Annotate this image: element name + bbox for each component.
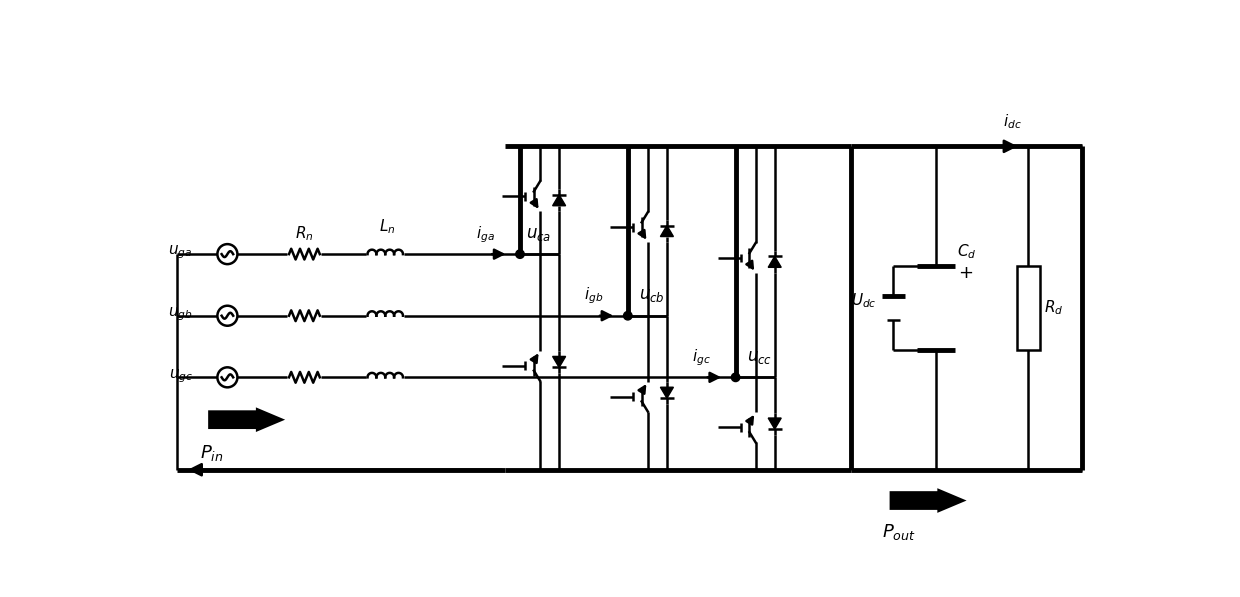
Polygon shape (661, 226, 673, 236)
Text: $P_{in}$: $P_{in}$ (201, 443, 224, 463)
Polygon shape (208, 407, 285, 432)
Text: $u_{ca}$: $u_{ca}$ (526, 224, 552, 242)
Text: $u_{cb}$: $u_{cb}$ (640, 286, 665, 304)
Text: $U_{dc}$: $U_{dc}$ (851, 291, 877, 310)
Text: $u_{gc}$: $u_{gc}$ (169, 367, 192, 384)
Text: +: + (959, 264, 973, 282)
Text: $L_n$: $L_n$ (379, 218, 396, 236)
Text: $u_{cc}$: $u_{cc}$ (748, 348, 773, 366)
Text: $i_{dc}$: $i_{dc}$ (1003, 112, 1022, 131)
Text: $u_{gb}$: $u_{gb}$ (169, 306, 192, 323)
Circle shape (732, 373, 740, 381)
Text: $u_{ga}$: $u_{ga}$ (169, 244, 192, 261)
Text: $i_{gb}$: $i_{gb}$ (584, 286, 603, 306)
Text: $R_d$: $R_d$ (1044, 298, 1063, 318)
Text: $i_{ga}$: $i_{ga}$ (476, 224, 495, 245)
Polygon shape (769, 256, 781, 267)
Circle shape (516, 250, 525, 259)
Text: $P_{out}$: $P_{out}$ (882, 522, 916, 542)
Text: $C_d$: $C_d$ (957, 242, 977, 261)
Text: $i_{gc}$: $i_{gc}$ (692, 347, 711, 368)
Text: $R_n$: $R_n$ (295, 224, 314, 242)
Circle shape (624, 312, 632, 320)
Polygon shape (553, 356, 565, 367)
Polygon shape (769, 418, 781, 429)
Polygon shape (661, 387, 673, 398)
Polygon shape (553, 195, 565, 206)
Polygon shape (889, 488, 967, 513)
Bar (1017, 266, 1040, 350)
